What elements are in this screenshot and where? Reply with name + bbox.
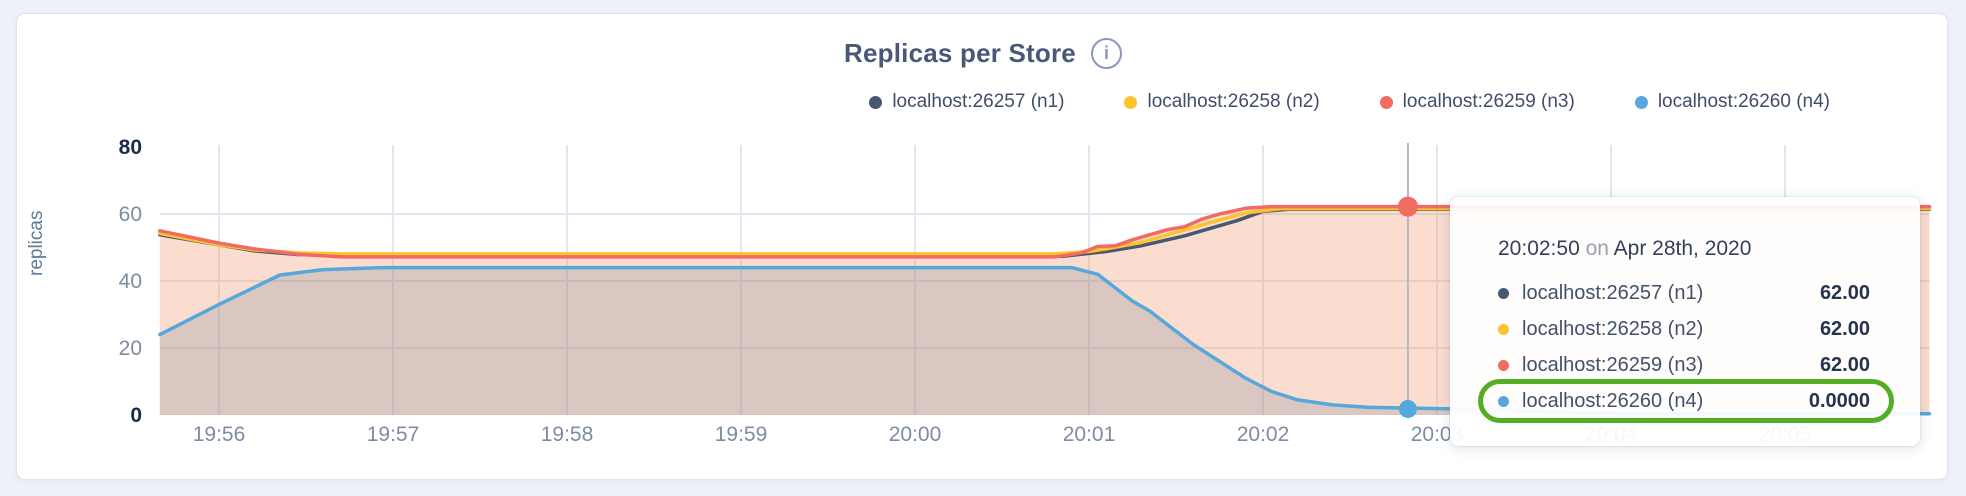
y-axis-tick-label: 20 bbox=[119, 337, 142, 360]
tooltip-label: localhost:26259 (n3) bbox=[1522, 353, 1704, 376]
x-axis-tick-label: 20:01 bbox=[1063, 423, 1116, 446]
tooltip-row-n3: localhost:26259 (n3) 62.00 bbox=[1480, 347, 1890, 383]
tooltip-label: localhost:26260 (n4) bbox=[1522, 389, 1704, 412]
y-axis-tick-label: 60 bbox=[119, 203, 142, 226]
tooltip-date: Apr 28th, 2020 bbox=[1613, 237, 1752, 260]
x-axis-tick-label: 20:00 bbox=[889, 423, 942, 446]
legend-item-n4[interactable]: localhost:26260 (n4) bbox=[1634, 91, 1830, 113]
tooltip-on-word: on bbox=[1585, 237, 1609, 260]
tooltip-header: 20:02:50 on Apr 28th, 2020 bbox=[1480, 237, 1890, 261]
x-axis-tick-label: 19:57 bbox=[367, 423, 420, 446]
legend-item-n2[interactable]: localhost:26258 (n2) bbox=[1124, 91, 1320, 113]
hover-tooltip: 20:02:50 on Apr 28th, 2020 localhost:262… bbox=[1450, 197, 1920, 446]
legend-item-n1[interactable]: localhost:26257 (n1) bbox=[869, 91, 1064, 113]
tooltip-label: localhost:26258 (n2) bbox=[1522, 317, 1704, 340]
legend-label: localhost:26259 (n3) bbox=[1402, 91, 1575, 112]
hover-marker bbox=[1397, 196, 1418, 217]
x-axis-tick-label: 20:02 bbox=[1237, 423, 1290, 446]
tooltip-value: 62.00 bbox=[1819, 281, 1870, 304]
tooltip-label: localhost:26257 (n1) bbox=[1522, 281, 1704, 304]
tooltip-value: 62.00 bbox=[1819, 317, 1870, 340]
legend-swatch-icon bbox=[1379, 95, 1393, 109]
y-axis-title: replicas bbox=[26, 210, 47, 276]
tooltip-row-n2: localhost:26258 (n2) 62.00 bbox=[1480, 311, 1890, 347]
area-fill-blue bbox=[159, 267, 1930, 415]
tooltip-swatch-icon bbox=[1498, 395, 1509, 407]
tooltip-row-n1: localhost:26257 (n1) 62.00 bbox=[1480, 275, 1890, 311]
tooltip-rows: localhost:26257 (n1) 62.00 localhost:26258… bbox=[1478, 275, 1894, 423]
legend-swatch-icon bbox=[869, 95, 883, 109]
chart-title: Replicas per Store bbox=[844, 38, 1076, 68]
tooltip-swatch-icon bbox=[1498, 323, 1509, 335]
series-line-n3 bbox=[158, 204, 1932, 259]
legend-swatch-icon bbox=[1634, 95, 1648, 109]
x-axis-tick-label: 19:58 bbox=[541, 423, 594, 446]
legend-label: localhost:26257 (n1) bbox=[892, 91, 1065, 112]
tooltip-value: 62.00 bbox=[1819, 353, 1870, 376]
chart-header: Replicas per Store i bbox=[0, 38, 1966, 69]
tooltip-row-n4: localhost:26260 (n4) 0.0000 bbox=[1478, 379, 1894, 423]
info-icon[interactable]: i bbox=[1090, 38, 1122, 69]
tooltip-value: 0.0000 bbox=[1808, 389, 1870, 412]
legend: localhost:26257 (n1) localhost:26258 (n2)… bbox=[869, 91, 1830, 113]
tooltip-time: 20:02:50 bbox=[1498, 237, 1580, 260]
y-axis-tick-label: 0 bbox=[130, 404, 142, 427]
legend-label: localhost:26260 (n4) bbox=[1657, 91, 1830, 112]
y-axis-tick-label: 40 bbox=[119, 270, 142, 293]
x-axis-tick-label: 19:56 bbox=[193, 423, 246, 446]
legend-item-n3[interactable]: localhost:26259 (n3) bbox=[1379, 91, 1575, 113]
y-axis-tick-label: 80 bbox=[119, 136, 142, 159]
hover-marker bbox=[1398, 399, 1417, 418]
x-axis-tick-label: 19:59 bbox=[715, 423, 768, 446]
tooltip-swatch-icon bbox=[1498, 359, 1509, 371]
legend-swatch-icon bbox=[1124, 95, 1138, 109]
tooltip-swatch-icon bbox=[1498, 287, 1509, 299]
legend-label: localhost:26258 (n2) bbox=[1147, 91, 1320, 112]
